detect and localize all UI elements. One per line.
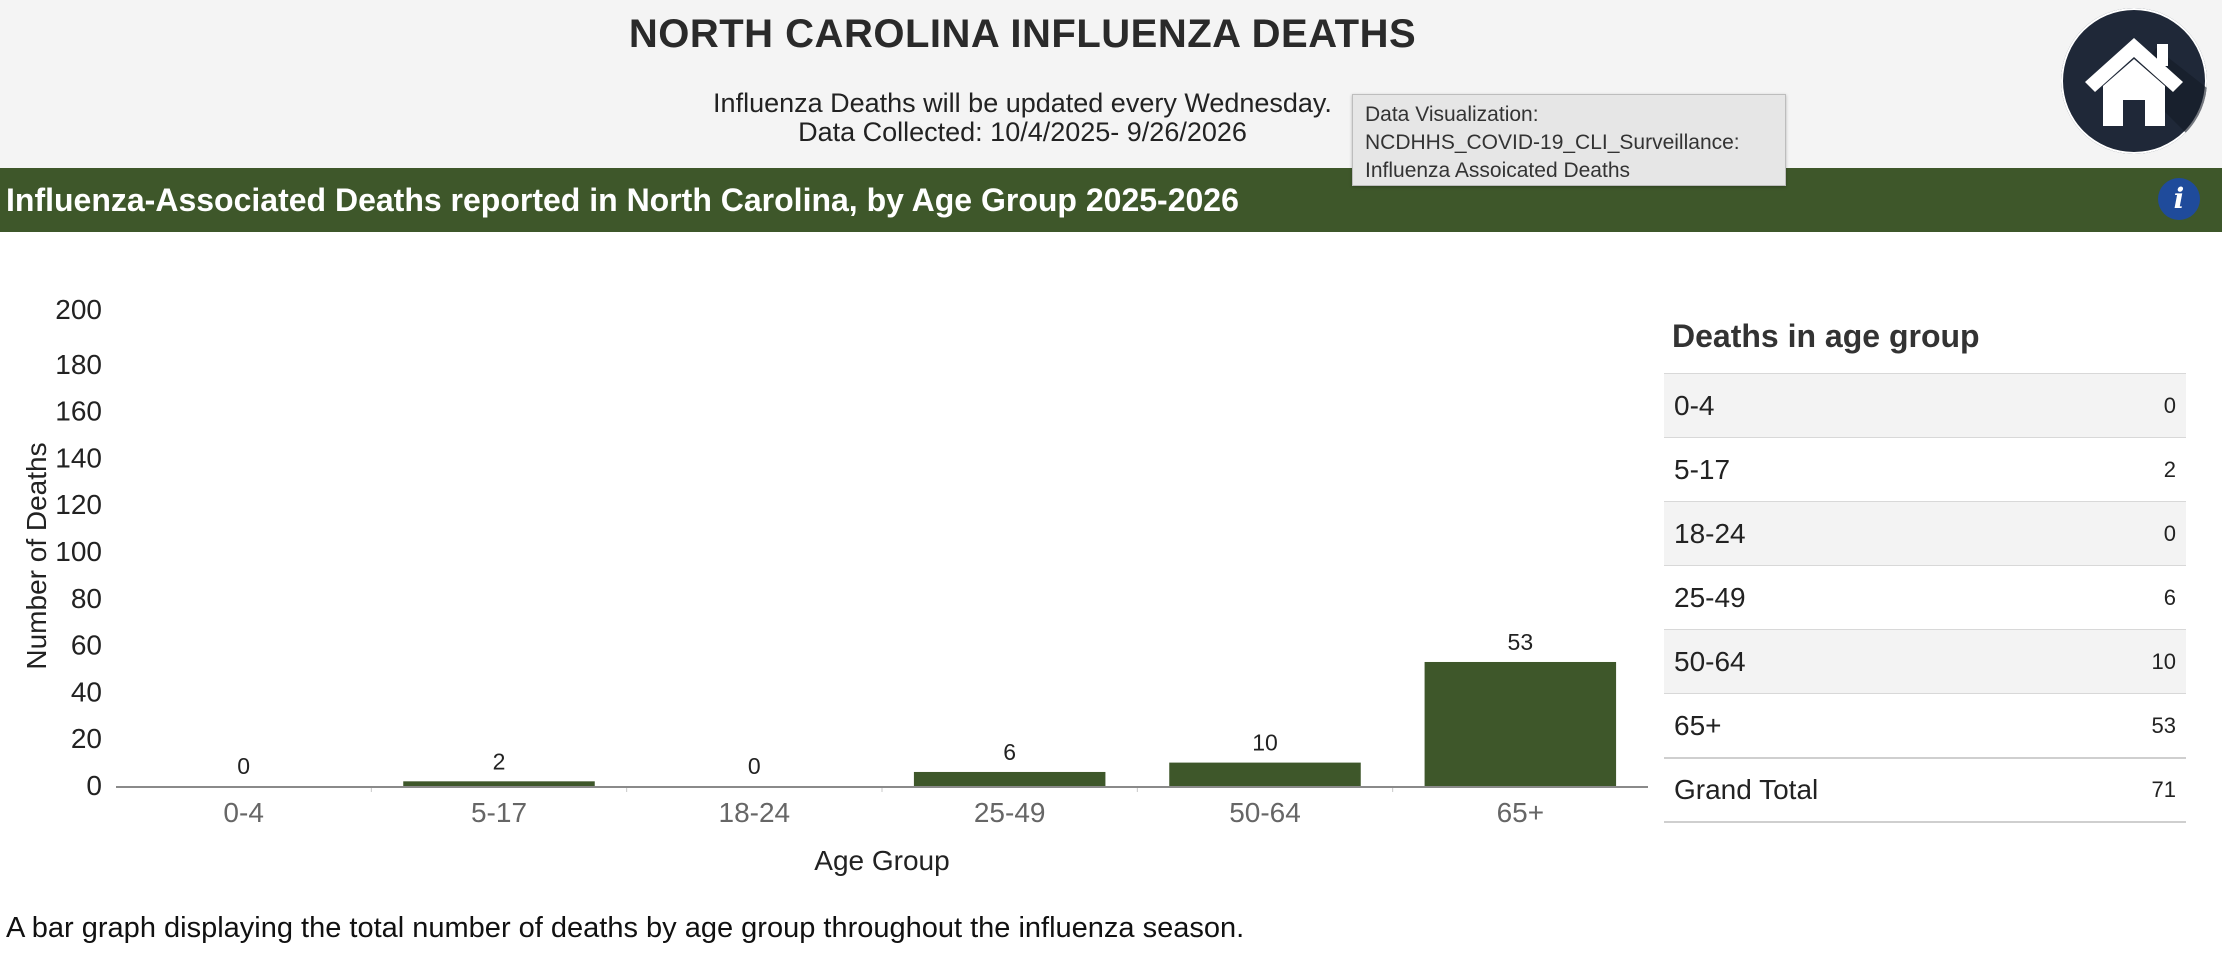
x-tick-label: 25-49 bbox=[974, 797, 1046, 828]
banner-title: Influenza-Associated Deaths reported in … bbox=[6, 182, 1239, 218]
row-value: 10 bbox=[2151, 648, 2176, 674]
y-tick-label: 0 bbox=[86, 770, 102, 801]
table-row: 65+ 53 bbox=[1664, 693, 2186, 757]
table-row: 5-17 2 bbox=[1664, 437, 2186, 501]
row-label: 25-49 bbox=[1674, 581, 1746, 613]
y-tick-label: 40 bbox=[71, 676, 102, 707]
table-row: 50-64 10 bbox=[1664, 629, 2186, 693]
y-tick-label: 120 bbox=[55, 489, 102, 520]
y-tick-label: 180 bbox=[55, 349, 102, 380]
row-value: 53 bbox=[2151, 712, 2176, 738]
row-value: 0 bbox=[2163, 520, 2176, 546]
data-visualization-tooltip: Data Visualization: NCDHHS_COVID-19_CLI_… bbox=[1352, 94, 1786, 186]
bar-data-label: 0 bbox=[237, 753, 250, 779]
update-note: Influenza Deaths will be updated every W… bbox=[713, 88, 1332, 118]
row-label: 65+ bbox=[1674, 709, 1722, 741]
page-title: NORTH CAROLINA INFLUENZA DEATHS bbox=[628, 12, 1417, 56]
x-tick-label: 50-64 bbox=[1229, 797, 1301, 828]
home-button[interactable] bbox=[2061, 8, 2207, 154]
row-label: 50-64 bbox=[1674, 645, 1746, 677]
x-tick-label: 5-17 bbox=[471, 797, 527, 828]
table-title: Deaths in age group bbox=[1672, 318, 1980, 354]
y-axis-ticks: 0 20 40 60 80 100 120 140 160 180 200 bbox=[55, 294, 102, 801]
bar-data-label: 2 bbox=[493, 748, 506, 774]
row-value: 6 bbox=[2163, 584, 2176, 610]
bar-data-label: 6 bbox=[1003, 739, 1016, 765]
y-tick-label: 100 bbox=[55, 536, 102, 567]
y-tick-label: 160 bbox=[55, 396, 102, 427]
row-label: Grand Total bbox=[1674, 774, 1819, 805]
tooltip-line-2: NCDHHS_COVID-19_CLI_Surveillance: bbox=[1365, 131, 1740, 154]
deaths-table: Deaths in age group 0-4 0 5-17 2 18-24 0 25-49… bbox=[1664, 300, 2186, 823]
row-value: 2 bbox=[2163, 456, 2176, 482]
bar bbox=[403, 781, 595, 786]
y-tick-label: 20 bbox=[71, 723, 102, 754]
tooltip-line-1: Data Visualization: bbox=[1365, 103, 1539, 126]
x-tick-label: 65+ bbox=[1497, 797, 1545, 828]
x-tick-label: 0-4 bbox=[223, 797, 263, 828]
table-row: 0-4 0 bbox=[1664, 373, 2186, 437]
y-tick-label: 200 bbox=[55, 294, 102, 325]
x-axis-ticks: 0-4 5-17 18-24 25-49 50-64 65+ bbox=[223, 786, 1544, 828]
table-rows: 0-4 0 5-17 2 18-24 0 25-49 6 50-64 10 65+ 53 Grand T… bbox=[1664, 373, 2186, 823]
y-tick-label: 140 bbox=[55, 442, 102, 473]
row-label: 5-17 bbox=[1674, 453, 1731, 485]
bar bbox=[1169, 762, 1361, 786]
chart-banner: Influenza-Associated Deaths reported in … bbox=[0, 168, 2222, 232]
bar-data-label: 53 bbox=[1508, 629, 1534, 655]
tooltip-line-3: Influenza Assoicated Deaths bbox=[1365, 159, 1631, 182]
table-row: 18-24 0 bbox=[1664, 501, 2186, 565]
page-header: NORTH CAROLINA INFLUENZA DEATHS Influenz… bbox=[0, 0, 2222, 168]
bar-data-label: 10 bbox=[1252, 730, 1278, 756]
grand-total-row: Grand Total 71 bbox=[1664, 757, 2186, 821]
row-value: 0 bbox=[2163, 392, 2176, 418]
x-tick-label: 18-24 bbox=[719, 797, 791, 828]
chart-caption: A bar graph displaying the total number … bbox=[6, 912, 1245, 944]
y-tick-label: 60 bbox=[71, 630, 102, 661]
bar bbox=[1424, 661, 1617, 786]
y-axis-label: Number of Deaths bbox=[21, 442, 52, 669]
home-icon bbox=[2085, 38, 2207, 154]
row-value: 71 bbox=[2151, 777, 2176, 802]
y-tick-label: 80 bbox=[71, 583, 102, 614]
row-label: 0-4 bbox=[1674, 389, 1715, 421]
bar bbox=[913, 771, 1106, 786]
table-row: 25-49 6 bbox=[1664, 565, 2186, 629]
bars: 0 2 0 6 10 53 bbox=[237, 629, 1617, 786]
x-axis-label: Age Group bbox=[814, 845, 949, 876]
row-label: 18-24 bbox=[1674, 517, 1746, 549]
data-collected: Data Collected: 10/4/2025- 9/26/2026 bbox=[798, 117, 1247, 147]
info-icon[interactable]: i bbox=[2158, 178, 2200, 220]
bar-data-label: 0 bbox=[748, 753, 761, 779]
